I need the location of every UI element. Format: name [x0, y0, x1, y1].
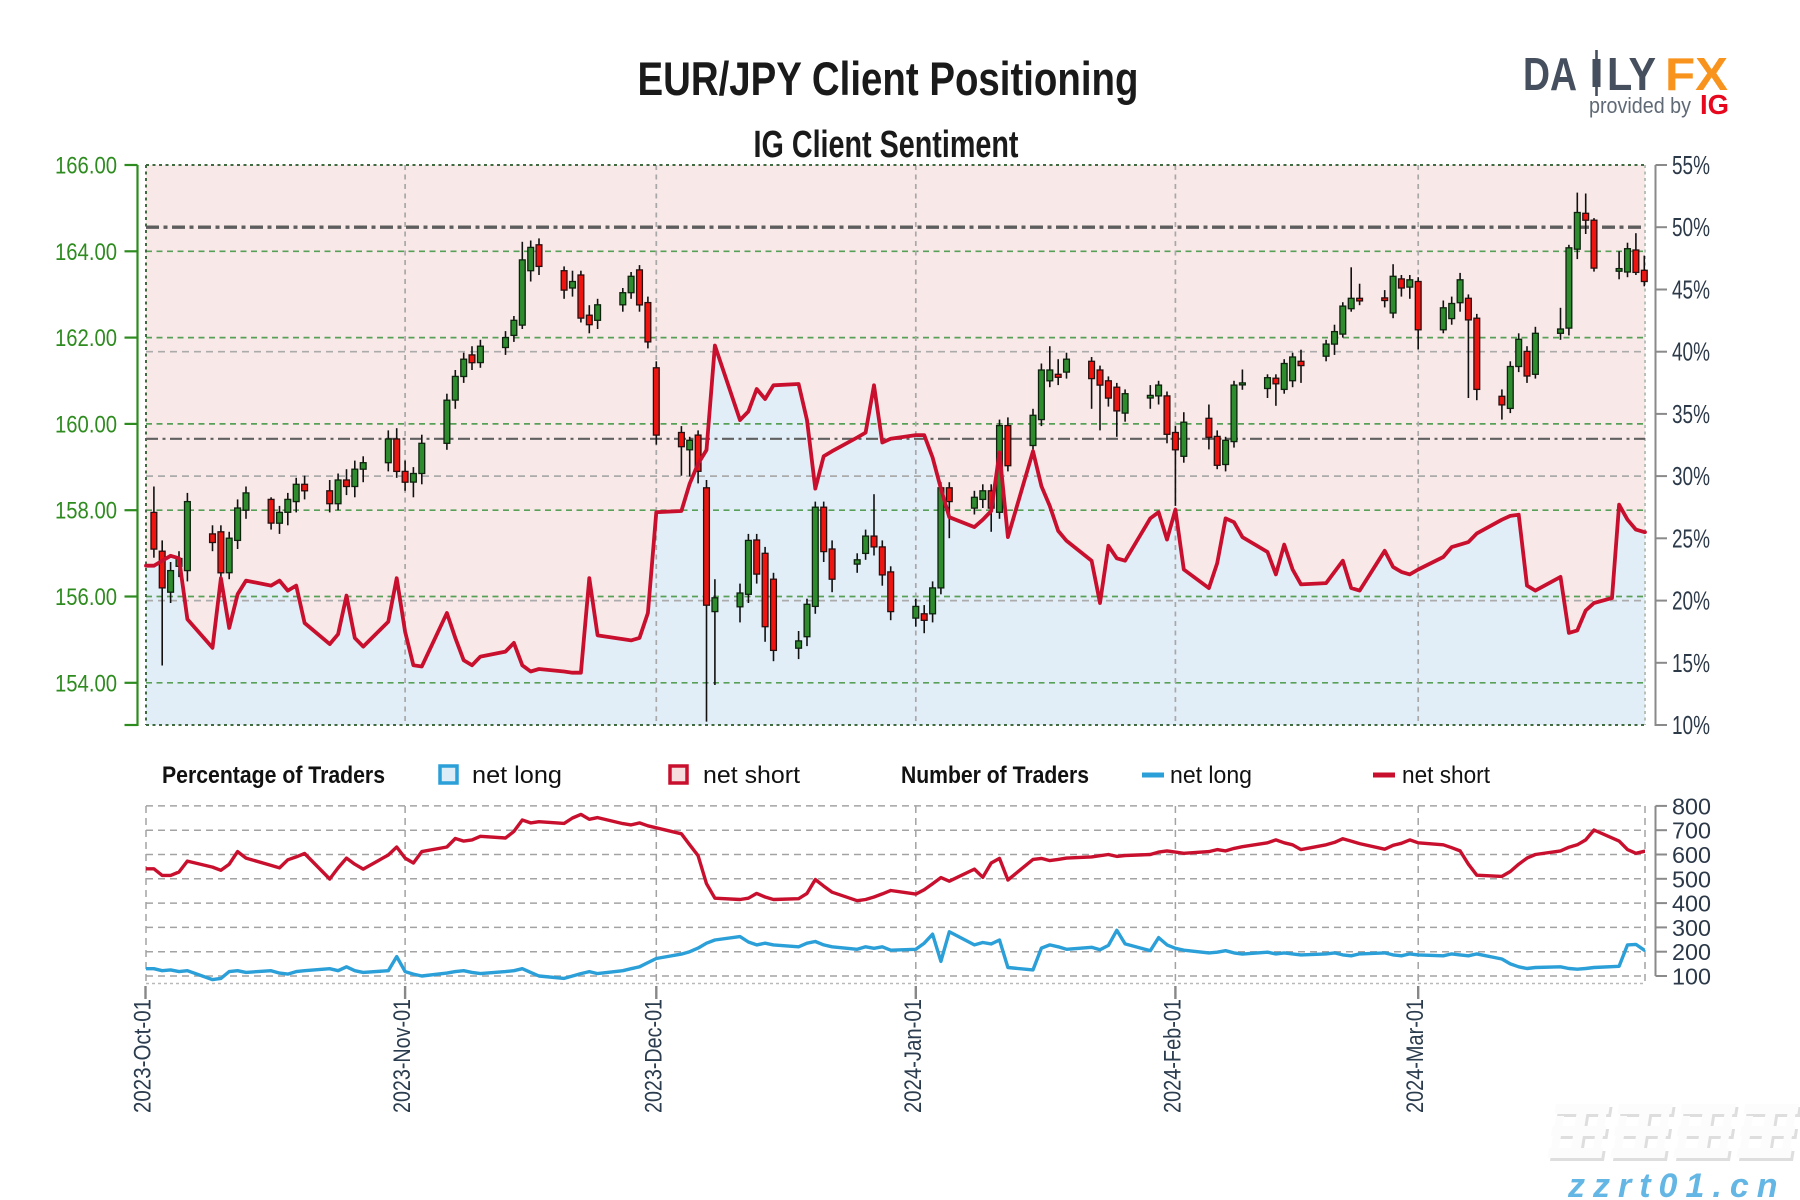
- svg-text:162.00: 162.00: [55, 325, 117, 352]
- svg-text:800: 800: [1672, 793, 1711, 819]
- svg-text:2023-Oct-01: 2023-Oct-01: [130, 999, 157, 1113]
- svg-text:25%: 25%: [1672, 523, 1710, 553]
- svg-text:2024-Feb-01: 2024-Feb-01: [1159, 999, 1186, 1113]
- svg-text:300: 300: [1672, 915, 1711, 941]
- svg-text:35%: 35%: [1672, 399, 1710, 429]
- svg-text:2023-Dec-01: 2023-Dec-01: [640, 999, 667, 1113]
- svg-text:164.00: 164.00: [55, 239, 117, 266]
- svg-text:2024-Jan-01: 2024-Jan-01: [900, 999, 927, 1113]
- svg-text:15%: 15%: [1672, 648, 1710, 678]
- svg-text:55%: 55%: [1672, 150, 1710, 180]
- svg-text:10%: 10%: [1672, 710, 1710, 740]
- svg-text:100: 100: [1672, 964, 1711, 990]
- svg-text:net long: net long: [472, 762, 562, 789]
- svg-text:20%: 20%: [1672, 586, 1710, 616]
- svg-text:DA: DA: [1523, 48, 1577, 100]
- svg-text:zzrt01.cn: zzrt01.cn: [1567, 1167, 1786, 1200]
- svg-text:provided by: provided by: [1589, 93, 1691, 118]
- svg-text:FX: FX: [1665, 48, 1728, 100]
- svg-text:40%: 40%: [1672, 337, 1710, 367]
- svg-text:50%: 50%: [1672, 212, 1710, 242]
- svg-text:45%: 45%: [1672, 275, 1710, 305]
- svg-text:154.00: 154.00: [55, 670, 117, 697]
- svg-text:LY: LY: [1607, 48, 1656, 100]
- svg-text:166.00: 166.00: [55, 153, 117, 180]
- svg-text:IG: IG: [1700, 89, 1729, 120]
- svg-text:2024-Mar-01: 2024-Mar-01: [1402, 999, 1429, 1113]
- svg-text:160.00: 160.00: [55, 411, 117, 438]
- svg-text:2023-Nov-01: 2023-Nov-01: [389, 999, 416, 1113]
- svg-text:net short: net short: [1402, 762, 1490, 789]
- svg-text:Percentage of Traders: Percentage of Traders: [162, 762, 385, 789]
- svg-text:net long: net long: [1170, 762, 1252, 789]
- svg-text:EUR/JPY Client Positioning: EUR/JPY Client Positioning: [638, 52, 1139, 105]
- svg-text:IG Client Sentiment: IG Client Sentiment: [754, 124, 1019, 166]
- svg-text:500: 500: [1672, 866, 1711, 892]
- svg-text:Number of Traders: Number of Traders: [901, 762, 1089, 789]
- svg-text:net short: net short: [703, 762, 800, 789]
- svg-text:600: 600: [1672, 842, 1711, 868]
- svg-text:200: 200: [1672, 939, 1711, 965]
- svg-text:700: 700: [1672, 818, 1711, 844]
- svg-text:400: 400: [1672, 891, 1711, 917]
- svg-text:158.00: 158.00: [55, 498, 117, 525]
- svg-text:30%: 30%: [1672, 461, 1710, 491]
- svg-text:156.00: 156.00: [55, 584, 117, 611]
